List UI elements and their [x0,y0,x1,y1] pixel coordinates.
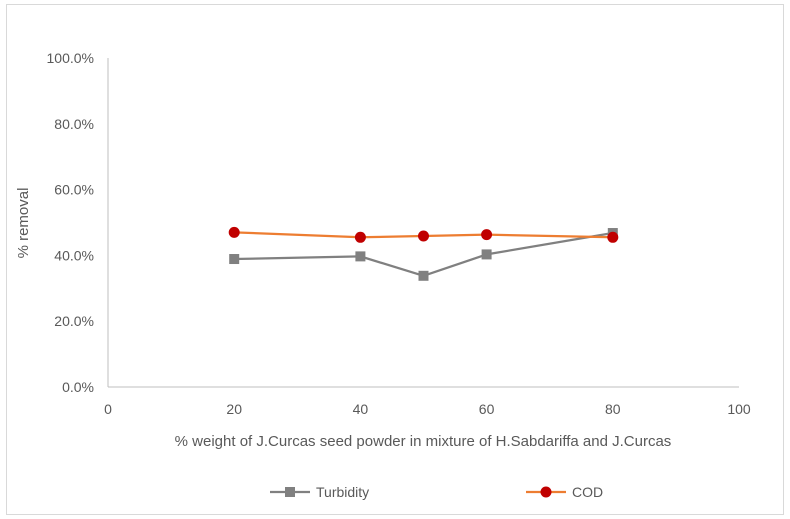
x-tick-label: 20 [226,401,242,417]
chart-area [6,4,784,515]
x-tick-label: 40 [353,401,369,417]
y-tick-label: 0.0% [62,379,94,395]
data-point-cod [354,231,366,243]
x-axis-ticks: 0 20 40 60 80 100 [104,401,751,417]
legend-label-turbidity: Turbidity [316,484,369,500]
y-tick-label: 100.0% [47,50,94,66]
legend-marker-cod [540,486,552,498]
y-tick-label: 40.0% [54,247,94,263]
y-tick-label: 60.0% [54,182,94,198]
y-axis-title: % removal [15,188,32,259]
series-layer [228,226,619,281]
x-tick-label: 80 [605,401,621,417]
data-point-turbidity [355,251,366,262]
data-point-cod [228,226,240,238]
x-axis-title: % weight of J.Curcas seed powder in mixt… [175,433,672,450]
x-tick-label: 60 [479,401,495,417]
legend-label-cod: COD [572,484,603,500]
data-point-cod [607,231,619,243]
x-tick-label: 100 [727,401,751,417]
legend-marker-turbidity [285,487,295,497]
data-point-turbidity [229,254,240,265]
data-point-cod [481,229,493,241]
y-tick-label: 20.0% [54,313,94,329]
x-tick-label: 0 [104,401,112,417]
data-point-turbidity [481,249,492,260]
data-point-cod [418,230,429,242]
y-axis-ticks: 0.0% 20.0% 40.0% 60.0% 80.0% 100.0% [47,50,94,395]
y-tick-label: 80.0% [54,116,94,132]
data-point-turbidity [418,270,429,281]
legend: Turbidity COD [270,484,603,500]
